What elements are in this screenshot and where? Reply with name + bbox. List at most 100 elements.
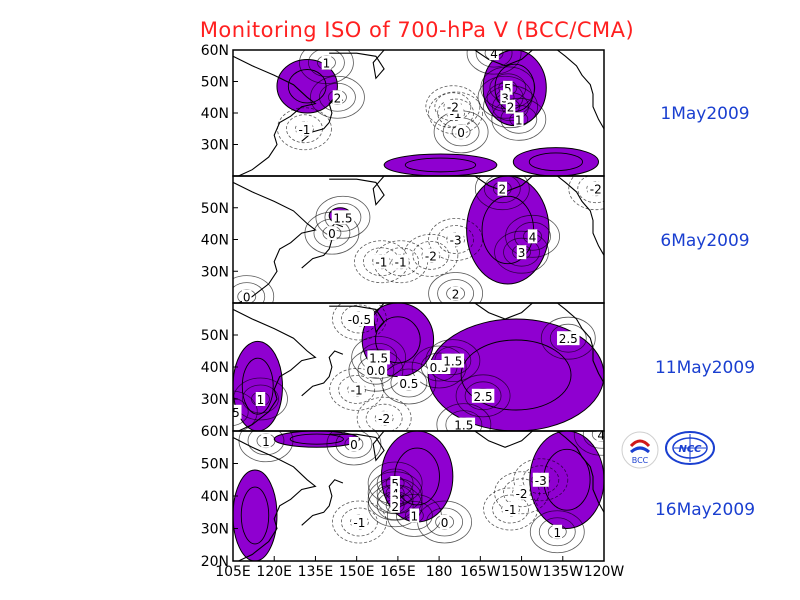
contour-label-4-3: 5 (391, 477, 399, 491)
contour-ring-3-13-2 (365, 403, 403, 431)
contour-label-3-12: 1.5 (454, 419, 473, 433)
contour-label-bg-1-8 (503, 80, 513, 95)
coastline-2-5 (556, 176, 604, 256)
contour-ring-1-4-3 (428, 91, 484, 135)
contour-label-bg-3-12 (452, 417, 476, 431)
contour-label-2-3: -1 (375, 256, 387, 270)
coastline-1-3 (329, 50, 385, 80)
bcc-logo-icon: BCC (621, 431, 659, 469)
x-tick-label-10: 120W (584, 564, 625, 580)
contour-label-2-1: 1.5 (333, 211, 352, 225)
positive-region-3-3 (427, 318, 604, 431)
contour-ring-3-10-2 (549, 323, 587, 353)
contour-ring-3-10-3 (540, 316, 596, 360)
contour-label-2-8: 4 (529, 230, 537, 244)
contour-label-1-11: 1 (515, 113, 523, 127)
contour-label-bg-4-7 (409, 508, 420, 523)
contour-label-bg-3-1 (344, 312, 374, 326)
panel-date-2: 6May2009 (660, 231, 750, 251)
contour-label-bg-3-9 (255, 392, 266, 406)
contour-ring-1-7-3 (466, 50, 522, 75)
contour-ring-2-5-2 (412, 240, 450, 270)
contour-label-bg-1-9 (500, 90, 510, 105)
contour-ring-1-1-3 (299, 50, 354, 84)
x-tick-label-9: 135W (542, 564, 583, 580)
positive-region-1-3 (383, 153, 498, 176)
contour-label-1-7: 4 (490, 47, 498, 61)
y-tick-label-2-1: 30N (201, 264, 229, 280)
coastline-1-1 (233, 55, 317, 176)
contour-label-3-1: -0.5 (348, 313, 371, 327)
contour-ring-1-11-2 (500, 104, 538, 134)
contour-label-3-9: 1 (257, 393, 265, 407)
contour-ring-2-9-2 (503, 237, 540, 267)
y-tick-label-4-3: 40N (201, 489, 229, 505)
contour-ring-1-7-2 (475, 50, 513, 68)
positive-region-1-4 (512, 147, 599, 176)
contour-ring-3-9-2 (242, 384, 279, 414)
contour-ring-3-4-2 (338, 374, 376, 404)
y-tick-label-1-2: 40N (201, 106, 229, 122)
contour-ring-3-6-3 (411, 345, 467, 389)
contour-label-bg-4-11 (513, 485, 530, 500)
positive-contour-1-3 (404, 157, 477, 173)
y-tick-label-3-2: 40N (201, 360, 229, 376)
panel-2: 1.5 0 -1 -1 -2 -3 2 43 2 0 -2 30N 40N 50N (201, 175, 605, 305)
y-tick-label-2-3: 50N (201, 201, 229, 217)
y-tick-label-3-1: 30N (201, 392, 229, 408)
contour-label-1-2: 2 (334, 91, 342, 105)
panel-3: -0.51.50.0-1 0.50.51.51.512.52.51.5-230N4… (201, 302, 605, 433)
x-tick-label-1: 105E (215, 564, 251, 580)
contour-label-1-4: -1 (450, 107, 462, 121)
contour-ring-1-11-3 (491, 97, 547, 141)
contour-ring-4-9-2 (341, 507, 378, 537)
y-tick-label-4-1: 20N (201, 554, 229, 570)
contour-label-4-13: 1 (553, 526, 561, 540)
contour-label-bg-3-8 (233, 404, 242, 419)
contour-label-2-2: 0 (328, 227, 336, 241)
contour-ring-2-8-3 (505, 214, 560, 258)
contour-ring-4-14-3 (573, 431, 604, 456)
contour-label-bg-2-8 (527, 229, 538, 244)
contour-label-bg-1-11 (514, 112, 524, 127)
contour-label-2-9: 3 (518, 246, 526, 260)
contour-ring-3-13-3 (356, 396, 412, 431)
contour-label-bg-4-13 (552, 524, 563, 539)
contour-ring-3-3-3 (348, 348, 404, 392)
contour-label-3-11: 2.5 (474, 390, 493, 404)
coastline-3-4 (474, 303, 533, 320)
contour-label-bg-1-6 (456, 124, 466, 139)
contour-label-bg-2-6 (447, 232, 464, 247)
contour-label-bg-2-11 (241, 289, 252, 303)
positive-contour-3-1 (241, 357, 274, 415)
contour-ring-1-2-2 (319, 82, 356, 112)
contour-label-bg-4-8 (439, 515, 450, 529)
contour-label-bg-1-5 (444, 99, 461, 114)
contour-ring-3-1-2 (341, 304, 378, 334)
contour-label-bg-2-1 (331, 210, 355, 225)
x-tick-label-8: 150W (501, 564, 542, 580)
contour-label-4-1: 1 (262, 435, 270, 449)
contour-label-2-11: 0 (243, 291, 251, 305)
contour-label-3-8: 1.5 (221, 406, 240, 420)
y-tick-label-2-2: 40N (201, 233, 229, 249)
contour-ring-1-1-2 (308, 50, 345, 77)
contour-ring-3-1-3 (332, 303, 387, 341)
coastline-4-2 (301, 479, 344, 526)
contour-label-bg-2-2 (327, 226, 337, 241)
contour-label-3-2: 1.5 (369, 351, 388, 365)
contour-ring-2-1-3 (315, 195, 371, 239)
contour-ring-4-1-2 (247, 431, 285, 456)
contour-label-bg-4-9 (351, 515, 368, 529)
contour-ring-2-12-2 (577, 176, 604, 204)
contour-label-bg-3-10 (557, 331, 580, 346)
bcc-logo-text: BCC (632, 456, 649, 465)
contour-label-1-5: -2 (447, 101, 459, 115)
contour-ring-4-7-2 (395, 501, 433, 530)
positive-region-1-1 (276, 58, 338, 114)
contour-label-1-6: 0 (457, 126, 465, 140)
contour-label-bg-3-5 (397, 376, 421, 390)
